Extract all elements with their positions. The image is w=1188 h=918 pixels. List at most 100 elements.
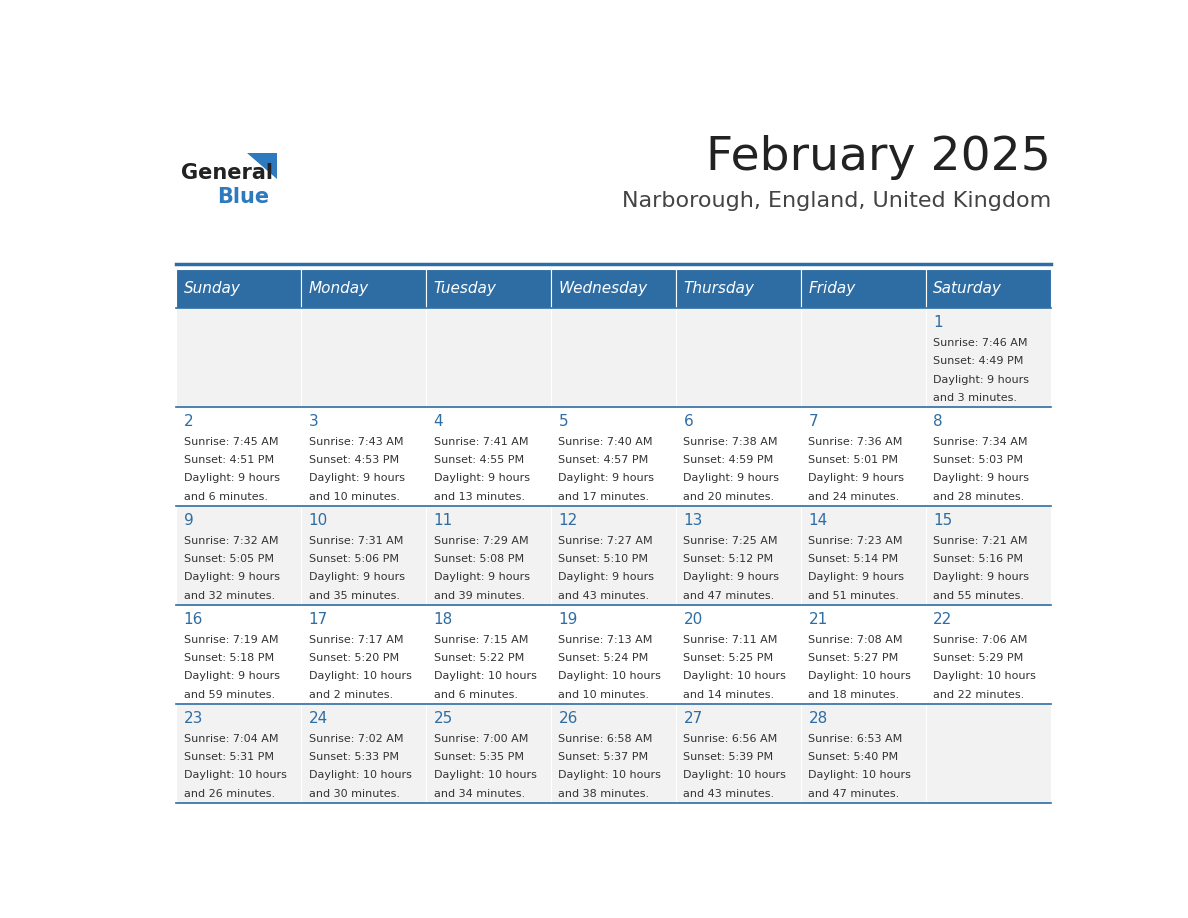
Text: Tuesday: Tuesday [434,281,497,297]
Text: 6: 6 [683,414,693,429]
FancyBboxPatch shape [176,308,301,407]
Text: and 26 minutes.: and 26 minutes. [184,789,274,799]
Text: Daylight: 9 hours: Daylight: 9 hours [558,474,655,484]
Text: Friday: Friday [808,281,855,297]
FancyBboxPatch shape [925,308,1051,407]
Text: Daylight: 9 hours: Daylight: 9 hours [808,474,904,484]
FancyBboxPatch shape [801,269,925,308]
Text: Sunrise: 7:43 AM: Sunrise: 7:43 AM [309,437,403,447]
Text: and 22 minutes.: and 22 minutes. [934,689,1024,700]
Text: and 35 minutes.: and 35 minutes. [309,591,399,600]
FancyBboxPatch shape [551,605,676,704]
Text: 2: 2 [184,414,194,429]
Text: Daylight: 10 hours: Daylight: 10 hours [558,770,662,780]
Text: 27: 27 [683,711,702,726]
FancyBboxPatch shape [301,308,426,407]
Text: and 43 minutes.: and 43 minutes. [683,789,775,799]
Text: Sunset: 5:40 PM: Sunset: 5:40 PM [808,752,898,762]
Text: 7: 7 [808,414,819,429]
Text: and 28 minutes.: and 28 minutes. [934,492,1024,502]
Text: Sunrise: 7:36 AM: Sunrise: 7:36 AM [808,437,903,447]
FancyBboxPatch shape [676,506,801,605]
Text: and 59 minutes.: and 59 minutes. [184,689,274,700]
Text: Sunrise: 7:02 AM: Sunrise: 7:02 AM [309,733,403,744]
Text: and 2 minutes.: and 2 minutes. [309,689,393,700]
Text: and 55 minutes.: and 55 minutes. [934,591,1024,600]
Text: Sunrise: 7:19 AM: Sunrise: 7:19 AM [184,634,278,644]
Text: Sunrise: 7:17 AM: Sunrise: 7:17 AM [309,634,403,644]
Text: Sunset: 4:51 PM: Sunset: 4:51 PM [184,455,273,465]
FancyBboxPatch shape [801,605,925,704]
Text: and 30 minutes.: and 30 minutes. [309,789,399,799]
Text: Sunset: 5:35 PM: Sunset: 5:35 PM [434,752,524,762]
FancyBboxPatch shape [301,704,426,803]
FancyBboxPatch shape [801,704,925,803]
Text: Sunrise: 7:32 AM: Sunrise: 7:32 AM [184,536,278,545]
Text: 9: 9 [184,513,194,528]
Text: Sunrise: 7:29 AM: Sunrise: 7:29 AM [434,536,529,545]
Text: Daylight: 9 hours: Daylight: 9 hours [184,573,279,582]
Text: Sunset: 5:03 PM: Sunset: 5:03 PM [934,455,1023,465]
FancyBboxPatch shape [676,704,801,803]
Text: and 43 minutes.: and 43 minutes. [558,591,650,600]
Text: and 6 minutes.: and 6 minutes. [434,689,518,700]
Text: Sunrise: 7:00 AM: Sunrise: 7:00 AM [434,733,527,744]
Text: and 20 minutes.: and 20 minutes. [683,492,775,502]
Text: Sunrise: 7:15 AM: Sunrise: 7:15 AM [434,634,527,644]
Text: Sunrise: 7:23 AM: Sunrise: 7:23 AM [808,536,903,545]
Text: Daylight: 9 hours: Daylight: 9 hours [683,573,779,582]
FancyBboxPatch shape [426,308,551,407]
Text: Sunset: 5:27 PM: Sunset: 5:27 PM [808,653,898,663]
Text: and 3 minutes.: and 3 minutes. [934,393,1017,403]
FancyBboxPatch shape [551,407,676,506]
Text: Daylight: 9 hours: Daylight: 9 hours [184,474,279,484]
FancyBboxPatch shape [301,605,426,704]
Text: and 17 minutes.: and 17 minutes. [558,492,650,502]
FancyBboxPatch shape [176,269,301,308]
Text: Sunset: 5:14 PM: Sunset: 5:14 PM [808,554,898,564]
Text: Sunrise: 7:13 AM: Sunrise: 7:13 AM [558,634,653,644]
Text: and 39 minutes.: and 39 minutes. [434,591,525,600]
Text: Sunset: 5:10 PM: Sunset: 5:10 PM [558,554,649,564]
Text: Daylight: 9 hours: Daylight: 9 hours [434,573,530,582]
Text: Sunrise: 7:34 AM: Sunrise: 7:34 AM [934,437,1028,447]
Text: Sunday: Sunday [184,281,240,297]
Text: Sunset: 5:18 PM: Sunset: 5:18 PM [184,653,273,663]
Text: Sunrise: 6:58 AM: Sunrise: 6:58 AM [558,733,653,744]
Text: Daylight: 10 hours: Daylight: 10 hours [309,770,411,780]
Text: Blue: Blue [217,187,270,207]
Text: Sunset: 5:20 PM: Sunset: 5:20 PM [309,653,399,663]
Text: 3: 3 [309,414,318,429]
Text: Daylight: 9 hours: Daylight: 9 hours [683,474,779,484]
Text: 22: 22 [934,612,953,627]
Text: Sunset: 5:08 PM: Sunset: 5:08 PM [434,554,524,564]
Text: 12: 12 [558,513,577,528]
Text: Daylight: 9 hours: Daylight: 9 hours [434,474,530,484]
Text: Sunset: 5:22 PM: Sunset: 5:22 PM [434,653,524,663]
FancyBboxPatch shape [426,605,551,704]
Text: Sunrise: 7:31 AM: Sunrise: 7:31 AM [309,536,403,545]
Text: 25: 25 [434,711,453,726]
Text: Sunset: 5:25 PM: Sunset: 5:25 PM [683,653,773,663]
FancyBboxPatch shape [176,704,301,803]
Text: Sunset: 5:37 PM: Sunset: 5:37 PM [558,752,649,762]
FancyBboxPatch shape [551,269,676,308]
Text: Daylight: 9 hours: Daylight: 9 hours [934,474,1029,484]
Text: Sunrise: 7:08 AM: Sunrise: 7:08 AM [808,634,903,644]
FancyBboxPatch shape [426,506,551,605]
Text: Daylight: 10 hours: Daylight: 10 hours [434,770,537,780]
FancyBboxPatch shape [426,704,551,803]
Text: Thursday: Thursday [683,281,754,297]
FancyBboxPatch shape [551,704,676,803]
Text: 14: 14 [808,513,828,528]
Text: 23: 23 [184,711,203,726]
Text: and 38 minutes.: and 38 minutes. [558,789,650,799]
Text: Sunset: 4:55 PM: Sunset: 4:55 PM [434,455,524,465]
Text: Sunset: 5:24 PM: Sunset: 5:24 PM [558,653,649,663]
Text: Sunset: 5:01 PM: Sunset: 5:01 PM [808,455,898,465]
FancyBboxPatch shape [176,407,301,506]
FancyBboxPatch shape [801,506,925,605]
FancyBboxPatch shape [301,269,426,308]
Text: Sunrise: 7:25 AM: Sunrise: 7:25 AM [683,536,778,545]
Text: 19: 19 [558,612,577,627]
